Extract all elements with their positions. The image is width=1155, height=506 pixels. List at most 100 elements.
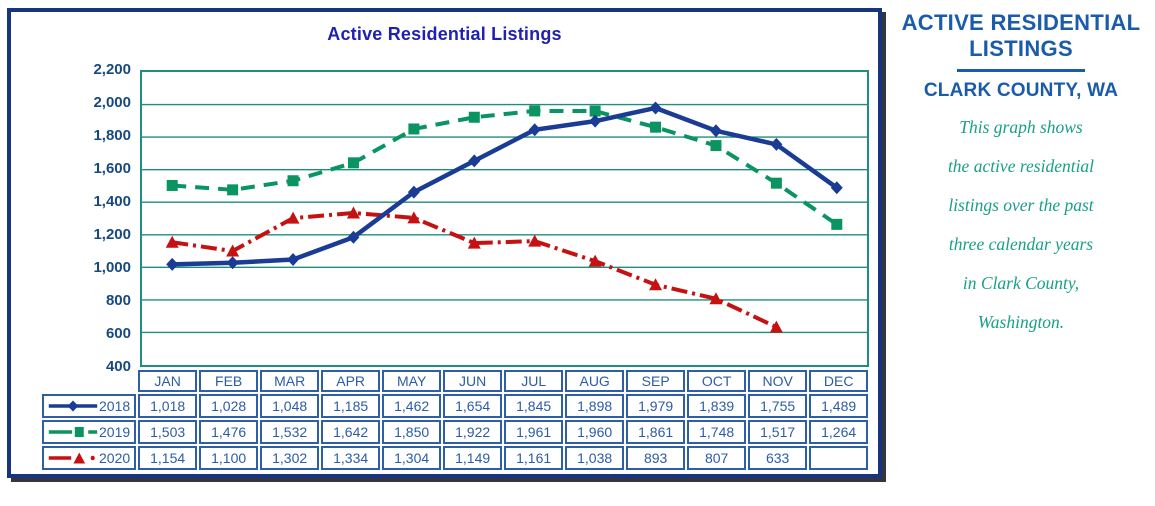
value-cell: 1,960 (565, 420, 625, 444)
month-header: MAY (382, 370, 442, 392)
data-table: JAN FEB MAR APR MAY JUN JUL AUG SEP OCT NOV DEC 2018… (40, 368, 870, 472)
y-axis-tick-label: 1,000 (93, 259, 131, 276)
marker-diamond (709, 124, 722, 138)
description-line: three calendar years (948, 233, 1094, 254)
value-cell: 1,334 (321, 446, 381, 470)
description-line: listings over the past (948, 194, 1094, 215)
month-header: JUN (443, 370, 503, 392)
legend-year-label: 2020 (99, 450, 131, 466)
marker-square (287, 175, 299, 187)
legend-year-label: 2019 (99, 424, 131, 440)
y-axis-tick-label: 1,600 (93, 160, 131, 177)
month-header: MAR (260, 370, 320, 392)
marker-diamond (347, 230, 360, 244)
y-axis-tick-label: 600 (105, 325, 131, 342)
y-axis-tick-label: 1,400 (93, 193, 131, 210)
y-axis-tick-label: 800 (105, 292, 131, 309)
marker-diamond (528, 123, 541, 137)
value-cell: 1,028 (199, 394, 259, 418)
marker-square (650, 121, 662, 133)
table-row-2019: 2019 1,503 1,476 1,532 1,642 1,850 1,922 1,961 1… (42, 420, 869, 444)
value-cell: 1,304 (382, 446, 442, 470)
marker-square (227, 184, 239, 196)
marker-diamond (287, 253, 300, 267)
legend-swatch-2019 (48, 427, 98, 437)
value-cell: 1,845 (504, 394, 564, 418)
series-line-2018 (172, 105, 839, 267)
value-cell: 1,185 (321, 394, 381, 418)
value-cell: 1,476 (199, 420, 259, 444)
marker-square (166, 179, 178, 191)
y-axis-tick-label: 2,200 (93, 61, 131, 78)
marker-square (408, 123, 420, 135)
marker-square (468, 111, 480, 123)
marker-diamond (226, 256, 239, 270)
marker-triangle (286, 211, 300, 224)
y-axis-tick-label: 1,800 (93, 127, 131, 144)
side-panel-title: ACTIVE RESIDENTIAL LISTINGS (901, 10, 1141, 61)
side-panel-description: This graph shows the active residential li… (896, 108, 1146, 342)
value-cell: 1,961 (504, 420, 564, 444)
value-cell: 1,038 (565, 446, 625, 470)
marker-diamond (166, 257, 179, 271)
value-cell: 1,642 (321, 420, 381, 444)
marker-square (529, 105, 541, 117)
side-panel: ACTIVE RESIDENTIAL LISTINGS CLARK COUNTY… (896, 10, 1146, 342)
chart-svg (142, 101, 867, 334)
marker-triangle (467, 236, 481, 249)
marker-diamond (770, 137, 783, 151)
marker-triangle (528, 234, 542, 247)
side-panel-subtitle: CLARK COUNTY, WA (923, 79, 1119, 101)
description-line: in Clark County, (962, 272, 1080, 293)
marker-diamond (649, 101, 662, 115)
series-line-2020 (171, 210, 778, 329)
marker-triangle (407, 211, 421, 224)
month-header: AUG (565, 370, 625, 392)
value-cell: 1,755 (748, 394, 808, 418)
value-cell: 1,850 (382, 420, 442, 444)
series-2019 (166, 105, 843, 230)
marker-triangle (588, 254, 602, 267)
table-row-2018: 2018 1,018 1,028 1,048 1,185 1,462 1,654 1,845 1… (42, 394, 869, 418)
marker-diamond (830, 181, 843, 195)
marker-square (831, 218, 843, 230)
plot-area (140, 70, 869, 367)
chart-frame: Active Residential Listings 2,200 2,000 1,… (7, 8, 882, 478)
value-cell: 1,748 (687, 420, 747, 444)
value-cell: 1,861 (626, 420, 686, 444)
series-2018 (166, 101, 843, 271)
month-header: FEB (199, 370, 259, 392)
y-axis-tick-label: 2,000 (93, 94, 131, 111)
description-line: the active residential (947, 155, 1095, 176)
value-cell: 1,302 (260, 446, 320, 470)
table-row-2020: 2020 1,154 1,100 1,302 1,334 1,304 1,149 1,161 1… (42, 446, 869, 470)
month-header: JAN (138, 370, 198, 392)
marker-diamond (407, 185, 420, 199)
title-underline (957, 68, 1085, 72)
value-cell: 1,154 (138, 446, 198, 470)
value-cell: 1,264 (809, 420, 869, 444)
value-cell: 1,462 (382, 394, 442, 418)
legend-swatch-2018 (48, 400, 98, 412)
marker-triangle (709, 292, 723, 305)
marker-diamond (468, 154, 481, 168)
series-2020 (165, 206, 783, 333)
value-cell: 1,503 (138, 420, 198, 444)
month-header: JUL (504, 370, 564, 392)
value-cell: 1,149 (443, 446, 503, 470)
marker-diamond (589, 114, 602, 128)
value-cell: 1,048 (260, 394, 320, 418)
marker-square (770, 177, 782, 189)
description-line: This graph shows (959, 116, 1083, 137)
value-cell: 1,517 (748, 420, 808, 444)
value-cell: 1,922 (443, 420, 503, 444)
month-header: APR (321, 370, 381, 392)
value-cell: 1,018 (138, 394, 198, 418)
legend-cell-2019: 2019 (42, 420, 137, 444)
legend-cell-2018: 2018 (42, 394, 137, 418)
value-cell: 1,979 (626, 394, 686, 418)
marker-triangle (226, 244, 240, 257)
month-header: DEC (809, 370, 869, 392)
legend-swatch-2020 (48, 452, 95, 464)
marker-square (347, 157, 359, 169)
